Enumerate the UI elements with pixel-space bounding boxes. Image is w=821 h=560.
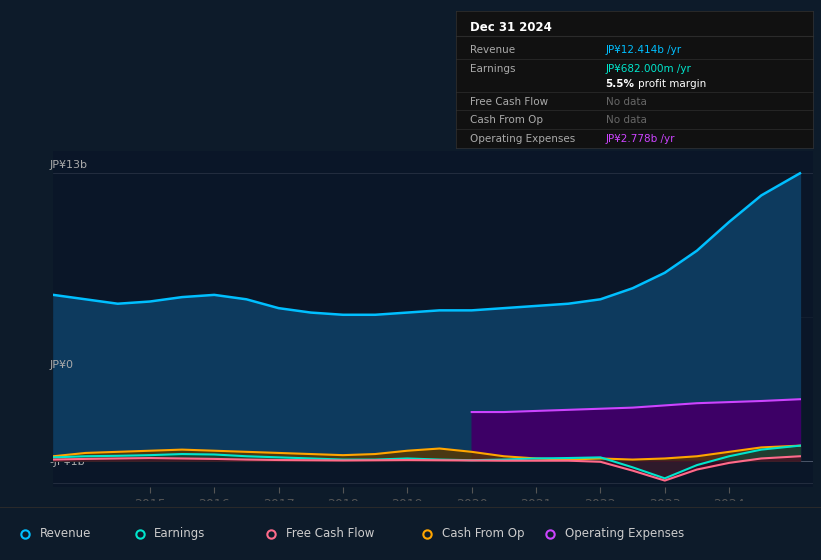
Text: Free Cash Flow: Free Cash Flow <box>470 97 548 107</box>
Text: Cash From Op: Cash From Op <box>442 527 524 540</box>
Text: JP¥0: JP¥0 <box>49 360 74 370</box>
Text: Dec 31 2024: Dec 31 2024 <box>470 21 552 34</box>
Text: profit margin: profit margin <box>638 79 706 89</box>
Text: Revenue: Revenue <box>39 527 91 540</box>
Text: No data: No data <box>606 97 646 107</box>
Text: -JP¥1b: -JP¥1b <box>49 457 85 467</box>
Text: 5.5%: 5.5% <box>606 79 635 89</box>
Text: Revenue: Revenue <box>470 45 515 55</box>
Text: Operating Expenses: Operating Expenses <box>470 134 576 144</box>
Text: JP¥13b: JP¥13b <box>49 160 88 170</box>
Text: No data: No data <box>606 115 646 124</box>
Text: JP¥12.414b /yr: JP¥12.414b /yr <box>606 45 681 55</box>
Text: Earnings: Earnings <box>470 64 516 74</box>
Text: JP¥682.000m /yr: JP¥682.000m /yr <box>606 64 691 74</box>
Text: Free Cash Flow: Free Cash Flow <box>286 527 374 540</box>
Text: Operating Expenses: Operating Expenses <box>565 527 684 540</box>
Text: Cash From Op: Cash From Op <box>470 115 543 124</box>
Text: Earnings: Earnings <box>154 527 206 540</box>
Text: JP¥2.778b /yr: JP¥2.778b /yr <box>606 134 675 144</box>
